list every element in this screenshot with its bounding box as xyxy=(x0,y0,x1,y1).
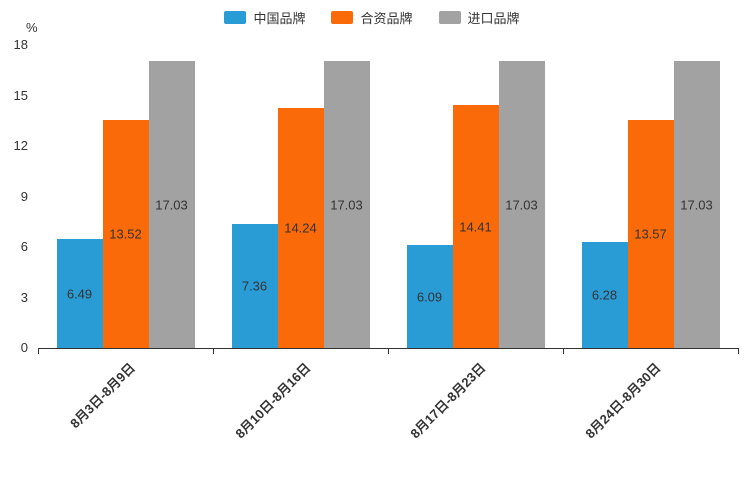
x-axis-label-3: 8月24日-8月30日 xyxy=(582,360,664,442)
y-tick-label: 3 xyxy=(20,289,28,305)
legend-item-2[interactable]: 进口品牌 xyxy=(438,8,520,27)
bar-series0-cat3: 6.28 xyxy=(581,242,628,348)
legend-swatch-icon xyxy=(331,11,354,24)
bar-series1-cat1: 14.24 xyxy=(277,108,324,348)
legend-item-1[interactable]: 合资品牌 xyxy=(331,8,413,27)
x-axis-tick xyxy=(563,349,564,354)
plot-area: 6.49 13.52 17.03 7.36 14.24 17.03 6.09 14.41 17.… xyxy=(38,45,738,348)
y-tick-label: 6 xyxy=(20,239,28,254)
legend-item-0[interactable]: 中国品牌 xyxy=(224,8,305,27)
x-axis-label-0: 8月3日-8月9日 xyxy=(67,360,139,432)
bar-value-label: 13.57 xyxy=(634,226,667,242)
y-tick-label: 0 xyxy=(20,340,28,355)
x-axis-tick xyxy=(738,349,739,354)
bar-series1-cat3: 13.57 xyxy=(627,120,674,348)
bar-series2-cat3: 17.03 xyxy=(673,61,720,348)
bar-series2-cat2: 17.03 xyxy=(498,61,545,348)
x-axis-line xyxy=(38,348,739,349)
bar-series2-cat1: 17.03 xyxy=(323,61,370,348)
x-axis-tick xyxy=(38,349,39,354)
x-axis-tick xyxy=(213,349,214,354)
bar-series0-cat2: 6.09 xyxy=(406,245,453,348)
bar-value-label: 17.03 xyxy=(680,197,713,212)
bar-value-label: 14.24 xyxy=(284,220,317,236)
legend-label: 中国品牌 xyxy=(253,11,306,26)
bar-value-label: 13.52 xyxy=(109,226,142,242)
bar-value-label: 17.03 xyxy=(330,197,363,212)
y-tick-label: 9 xyxy=(20,188,28,204)
bar-value-label: 17.03 xyxy=(155,197,188,212)
y-tick-label: 12 xyxy=(13,138,28,153)
bar-series1-cat0: 13.52 xyxy=(102,120,149,348)
legend-swatch-icon xyxy=(438,11,461,24)
bar-value-label: 6.28 xyxy=(591,287,618,303)
x-axis-tick xyxy=(388,349,389,354)
bar-series0-cat1: 7.36 xyxy=(231,224,278,348)
bar-series1-cat2: 14.41 xyxy=(452,105,499,348)
y-axis-unit-label: % xyxy=(26,20,38,35)
x-axis-label-1: 8月10日-8月16日 xyxy=(232,360,314,442)
bar-value-label: 14.41 xyxy=(459,219,492,234)
y-tick-label: 18 xyxy=(13,37,28,52)
bar-value-label: 17.03 xyxy=(505,197,538,212)
bar-value-label: 7.36 xyxy=(241,278,268,294)
legend-label: 合资品牌 xyxy=(360,11,413,26)
y-tick-label: 15 xyxy=(13,87,28,103)
legend-label: 进口品牌 xyxy=(467,11,520,26)
legend: 中国品牌 合资品牌 进口品牌 xyxy=(0,8,744,27)
legend-swatch-icon xyxy=(224,11,247,24)
x-axis-label-2: 8月17日-8月23日 xyxy=(407,360,489,442)
bar-series2-cat0: 17.03 xyxy=(148,61,195,348)
bar-series0-cat0: 6.49 xyxy=(56,239,103,348)
bar-value-label: 6.49 xyxy=(66,286,93,301)
bar-value-label: 6.09 xyxy=(416,289,443,304)
